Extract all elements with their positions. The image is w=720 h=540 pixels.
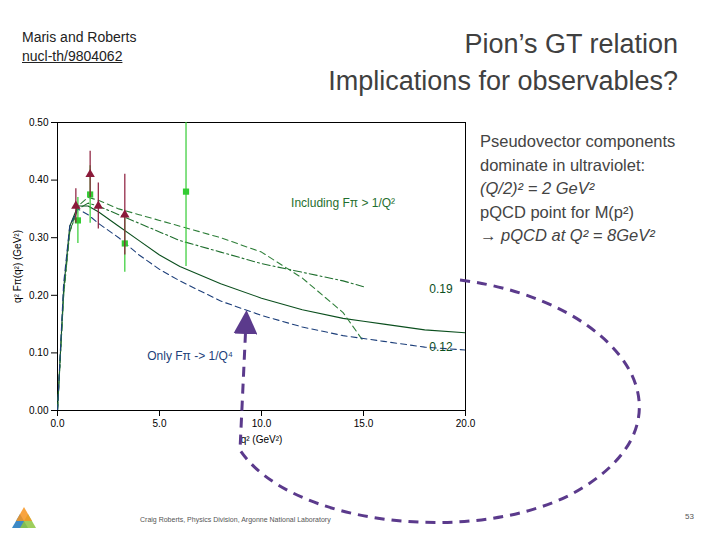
- html-text:53: 53: [685, 512, 694, 521]
- svg-text:0.12: 0.12: [429, 340, 453, 354]
- html-text:Pion’s GT relation: Pion’s GT relation: [464, 29, 678, 59]
- svg-text:10.0: 10.0: [252, 418, 272, 429]
- svg-text:0.20: 0.20: [29, 290, 49, 301]
- html-text:dominate in ultraviolet:: dominate in ultraviolet:: [480, 155, 646, 174]
- svg-text:0.30: 0.30: [29, 232, 49, 243]
- html-text:nucl-th/9804062: nucl-th/9804062: [22, 48, 123, 64]
- svg-text:0.00: 0.00: [29, 405, 49, 416]
- svg-text:0.40: 0.40: [29, 174, 49, 185]
- svg-text:0.50: 0.50: [29, 117, 49, 128]
- html-text:→ pQCD at Q² = 8GeV²: → pQCD at Q² = 8GeV²: [480, 226, 655, 244]
- svg-text:15.0: 15.0: [354, 418, 374, 429]
- svg-text:20.0: 20.0: [456, 418, 476, 429]
- html-text:pQCD point for M(p²): pQCD point for M(p²): [480, 202, 634, 221]
- svg-text:0.19: 0.19: [429, 282, 453, 296]
- html-text:Maris and Roberts: Maris and Roberts: [22, 29, 137, 45]
- svg-text:Including Fπ > 1/Q²: Including Fπ > 1/Q²: [291, 196, 395, 210]
- html-text:(Q/2)² = 2 GeV²: (Q/2)² = 2 GeV²: [480, 179, 595, 197]
- html-text:Craig Roberts, Physics Divisio: Craig Roberts, Physics Division, Argonne…: [140, 516, 331, 523]
- svg-text:0.0: 0.0: [51, 418, 65, 429]
- svg-text:q² (GeV²): q² (GeV²): [241, 434, 283, 445]
- svg-text:5.0: 5.0: [153, 418, 167, 429]
- svg-text:Only Fπ -> 1/Q⁴: Only Fπ -> 1/Q⁴: [147, 349, 233, 363]
- svg-text:q² Fπ(q²) (GeV²): q² Fπ(q²) (GeV²): [12, 230, 23, 303]
- html-text:Pseudovector components: Pseudovector components: [480, 132, 676, 150]
- svg-text:0.10: 0.10: [29, 347, 49, 358]
- html-text:Implications for observables?: Implications for observables?: [328, 66, 678, 96]
